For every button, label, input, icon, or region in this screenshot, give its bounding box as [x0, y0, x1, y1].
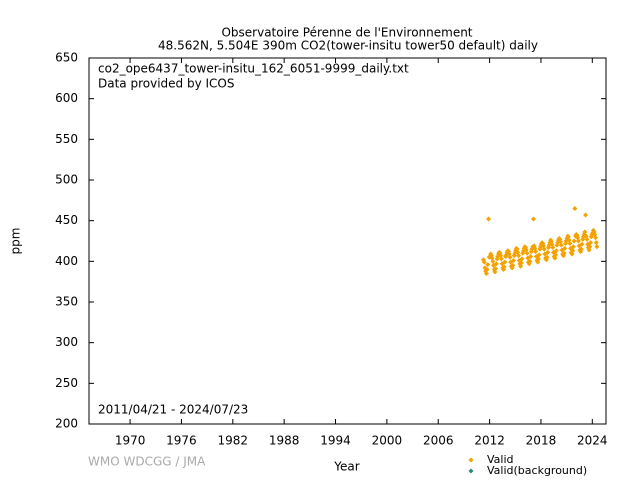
- data-point: [498, 253, 504, 259]
- data-point: [481, 259, 487, 265]
- data-point: [588, 240, 594, 246]
- y-tick-label: 350: [55, 295, 78, 309]
- data-point: [510, 262, 516, 268]
- legend-label: Valid(background): [487, 464, 587, 477]
- data-point: [593, 240, 599, 246]
- data-point: [524, 250, 530, 256]
- data-point: [594, 244, 600, 250]
- credit: WMO WDCGG / JMA: [88, 455, 206, 469]
- annotation: Data provided by ICOS: [98, 77, 234, 91]
- y-tick-label: 200: [55, 417, 78, 431]
- data-point: [593, 235, 599, 241]
- y-tick-label: 450: [55, 213, 78, 227]
- data-point: [535, 259, 541, 265]
- x-tick-label: 2000: [372, 434, 403, 448]
- data-point: [586, 247, 592, 253]
- data-point: [587, 244, 593, 250]
- data-point: [531, 216, 537, 222]
- y-tick-label: 300: [55, 335, 78, 349]
- data-point: [550, 245, 556, 251]
- data-point: [582, 229, 588, 235]
- x-tick-label: 2024: [577, 434, 608, 448]
- data-point: [541, 246, 547, 252]
- chart-title: Observatoire Pérenne de l'Environnement: [221, 26, 472, 40]
- data-point: [484, 266, 490, 272]
- x-tick-label: 1994: [320, 434, 351, 448]
- data-point: [558, 242, 564, 248]
- x-tick-label: 1982: [218, 434, 249, 448]
- data-point: [533, 249, 539, 255]
- data-point: [545, 249, 551, 255]
- data-point: [553, 248, 559, 254]
- data-point: [583, 212, 589, 218]
- data-point: [575, 238, 581, 244]
- data-point: [562, 245, 568, 251]
- data-point: [498, 256, 504, 262]
- chart-subtitle: 48.562N, 5.504E 390m CO2(tower-insitu to…: [158, 39, 538, 53]
- x-tick-label: 1970: [115, 434, 146, 448]
- data-point: [519, 256, 525, 262]
- data-point: [486, 216, 492, 222]
- data-point: [527, 258, 533, 264]
- legend-marker: [468, 468, 474, 474]
- data-point: [565, 234, 571, 240]
- data-point: [493, 261, 499, 267]
- data-point: [488, 253, 494, 259]
- data-point: [579, 241, 585, 247]
- data-point: [552, 255, 558, 261]
- data-point: [483, 271, 489, 277]
- data-point: [536, 252, 542, 258]
- data-point: [571, 238, 577, 244]
- data-point: [528, 253, 534, 259]
- y-axis-label: ppm: [9, 228, 23, 255]
- data-point: [544, 254, 550, 260]
- data-point: [569, 251, 575, 257]
- annotation: co2_ope6437_tower-insitu_162_6051-9999_d…: [98, 62, 409, 76]
- legend-marker: [468, 457, 474, 463]
- data-point: [516, 253, 522, 259]
- y-tick-label: 650: [55, 51, 78, 65]
- data-point: [510, 258, 516, 264]
- x-tick-label: 2012: [474, 434, 505, 448]
- x-tick-label: 2006: [423, 434, 454, 448]
- x-tick-label: 2018: [526, 434, 557, 448]
- data-point: [578, 246, 584, 252]
- data-point: [567, 240, 573, 246]
- annotation: 2011/04/21 - 2024/07/23: [98, 403, 248, 417]
- data-point: [492, 269, 498, 275]
- data-point: [507, 254, 513, 260]
- legend-label: Valid: [487, 453, 514, 466]
- data-point: [561, 250, 567, 256]
- data-point: [485, 262, 491, 268]
- data-point: [584, 236, 590, 242]
- data-point: [518, 260, 524, 266]
- y-tick-label: 250: [55, 376, 78, 390]
- data-point: [501, 264, 507, 270]
- data-point: [570, 248, 576, 254]
- x-tick-label: 1976: [166, 434, 197, 448]
- plot-frame: [88, 57, 607, 425]
- data-point: [572, 205, 578, 211]
- y-tick-label: 500: [55, 173, 78, 187]
- data-point: [518, 263, 524, 269]
- x-axis-label: Year: [333, 460, 359, 474]
- data-point: [553, 252, 559, 258]
- data-point: [502, 259, 508, 265]
- y-tick-label: 600: [55, 91, 78, 105]
- data-point: [514, 246, 520, 252]
- data-point: [535, 256, 541, 262]
- y-tick-label: 400: [55, 254, 78, 268]
- x-tick-label: 1988: [269, 434, 300, 448]
- data-point: [493, 266, 499, 272]
- data-point: [490, 258, 496, 264]
- y-tick-label: 550: [55, 132, 78, 146]
- data-point: [570, 244, 576, 250]
- data-point: [525, 255, 531, 261]
